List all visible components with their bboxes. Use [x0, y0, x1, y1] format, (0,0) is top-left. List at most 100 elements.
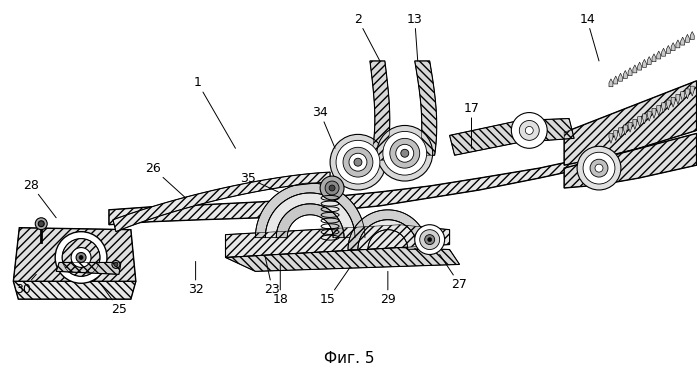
Polygon shape [109, 144, 654, 225]
Polygon shape [681, 92, 685, 102]
Circle shape [62, 239, 100, 276]
Polygon shape [225, 225, 450, 257]
Polygon shape [676, 40, 680, 48]
Circle shape [583, 152, 615, 184]
Circle shape [114, 263, 118, 266]
Circle shape [526, 126, 533, 134]
Polygon shape [690, 86, 695, 96]
Text: 23: 23 [265, 257, 280, 296]
Polygon shape [657, 51, 661, 59]
Text: 17: 17 [463, 102, 480, 148]
Polygon shape [13, 281, 136, 299]
Circle shape [396, 144, 414, 162]
Circle shape [419, 230, 440, 249]
Polygon shape [642, 114, 646, 124]
Polygon shape [647, 56, 651, 65]
Text: 2: 2 [354, 13, 380, 61]
Polygon shape [638, 117, 641, 127]
Text: 18: 18 [272, 264, 288, 306]
Text: 30: 30 [15, 275, 36, 296]
Circle shape [424, 234, 435, 245]
Text: 15: 15 [320, 267, 350, 306]
Polygon shape [647, 111, 651, 121]
Circle shape [325, 181, 339, 195]
Polygon shape [225, 248, 459, 272]
Polygon shape [623, 125, 628, 135]
Text: 25: 25 [101, 284, 127, 316]
Polygon shape [13, 228, 136, 281]
Polygon shape [358, 220, 417, 249]
Polygon shape [685, 89, 690, 99]
Polygon shape [633, 65, 637, 73]
Circle shape [71, 248, 91, 267]
Circle shape [377, 125, 433, 181]
Polygon shape [642, 59, 646, 67]
Polygon shape [652, 108, 656, 118]
Polygon shape [56, 263, 121, 275]
Text: 32: 32 [188, 261, 204, 296]
Circle shape [320, 176, 344, 200]
Polygon shape [265, 193, 355, 237]
Circle shape [55, 232, 107, 283]
Circle shape [354, 158, 362, 166]
Circle shape [329, 185, 335, 191]
Circle shape [36, 218, 47, 230]
Circle shape [577, 146, 621, 190]
Polygon shape [681, 37, 685, 45]
Polygon shape [662, 103, 665, 113]
Circle shape [330, 134, 386, 190]
Polygon shape [628, 122, 632, 132]
Polygon shape [609, 79, 613, 87]
Text: 13: 13 [407, 13, 422, 61]
Circle shape [38, 221, 44, 227]
Circle shape [595, 164, 603, 172]
Polygon shape [348, 210, 428, 249]
Text: 35: 35 [241, 172, 279, 192]
Text: 26: 26 [145, 162, 186, 198]
Polygon shape [276, 204, 344, 237]
Text: 27: 27 [440, 254, 468, 291]
Polygon shape [671, 43, 675, 50]
Circle shape [519, 120, 540, 140]
Polygon shape [614, 131, 618, 141]
Polygon shape [450, 119, 574, 155]
Polygon shape [652, 54, 656, 62]
Circle shape [383, 131, 426, 175]
Circle shape [349, 153, 367, 171]
Polygon shape [618, 73, 623, 81]
Circle shape [112, 260, 120, 269]
Polygon shape [633, 120, 637, 129]
Polygon shape [671, 97, 675, 107]
Circle shape [590, 159, 608, 177]
Circle shape [343, 147, 373, 177]
Circle shape [415, 225, 445, 254]
Circle shape [512, 113, 547, 148]
Text: 29: 29 [380, 272, 396, 306]
Polygon shape [667, 100, 670, 110]
Circle shape [336, 140, 380, 184]
Text: 28: 28 [23, 178, 56, 218]
Polygon shape [690, 31, 695, 40]
Polygon shape [662, 48, 665, 56]
Circle shape [76, 252, 86, 263]
Polygon shape [415, 61, 437, 155]
Polygon shape [614, 76, 618, 84]
Polygon shape [255, 183, 365, 237]
Polygon shape [113, 172, 330, 232]
Polygon shape [609, 134, 613, 143]
Polygon shape [657, 105, 661, 116]
Polygon shape [628, 68, 632, 76]
Text: 14: 14 [579, 13, 599, 61]
Polygon shape [618, 128, 623, 138]
Circle shape [79, 255, 83, 260]
Polygon shape [676, 95, 680, 104]
Text: 1: 1 [193, 76, 235, 148]
Circle shape [428, 237, 431, 242]
Polygon shape [370, 61, 389, 160]
Polygon shape [667, 46, 670, 53]
Text: Фиг. 5: Фиг. 5 [324, 351, 374, 366]
Polygon shape [685, 34, 690, 42]
Circle shape [390, 138, 419, 168]
Polygon shape [638, 62, 641, 70]
Polygon shape [564, 81, 697, 165]
